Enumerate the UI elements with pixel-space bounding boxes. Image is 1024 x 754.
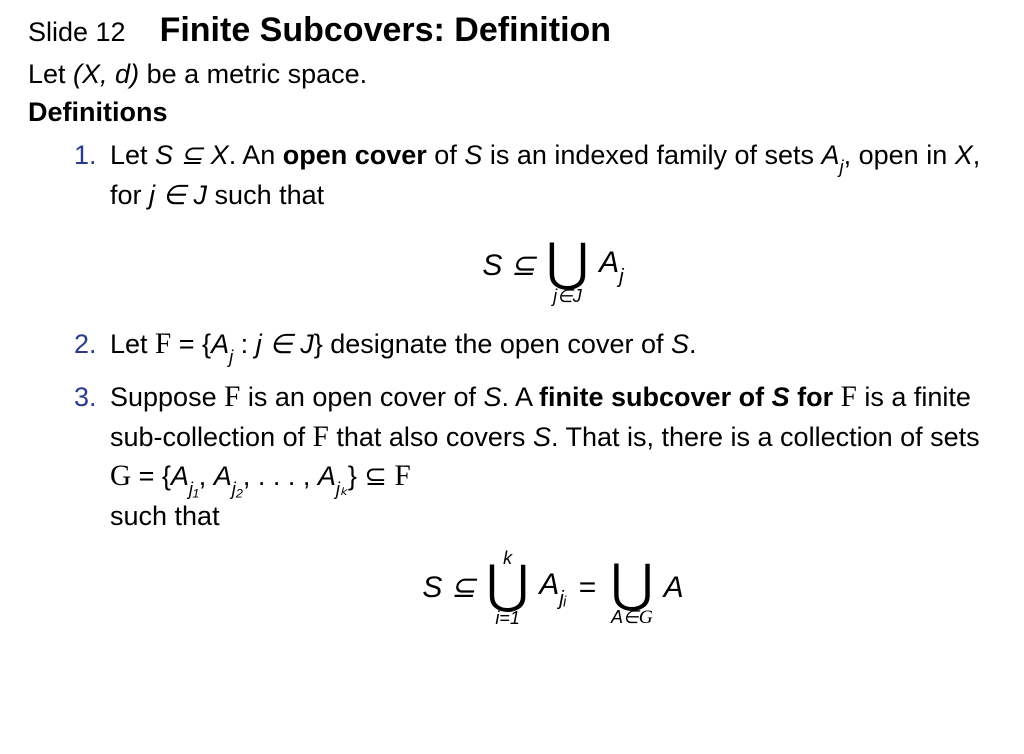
definitions-list: Let S ⊆ X. An open cover of S is an inde… — [28, 137, 996, 628]
intro-rest: be a metric space. — [139, 59, 367, 89]
d1-t3: . An — [229, 140, 283, 170]
d3-i: } ⊆ — [348, 461, 395, 491]
d1-eq-rhs: Aj — [599, 248, 624, 283]
d3-fsub: finite subcover of S — [539, 382, 790, 412]
d2-a: Let — [110, 329, 155, 359]
d3-c: . A — [501, 382, 539, 412]
d3-g: is, there is a collection of sets — [627, 422, 980, 452]
d3-F4: F — [394, 460, 410, 492]
d3-eq-union1: k ⋃ i=1 — [486, 549, 529, 627]
d3-for: for F — [797, 382, 857, 412]
d3-S1: S — [483, 382, 501, 412]
intro-space: (X, d) — [73, 59, 139, 89]
d2-b: = { — [171, 329, 211, 359]
d1-eq-Aj: j — [619, 266, 624, 288]
d3-eq-ji: jᵢ — [559, 588, 566, 610]
d3-A2: A — [214, 461, 232, 491]
d1-t1: Let — [110, 140, 155, 170]
d3-fsub-t: finite subcover of — [539, 382, 772, 412]
d3-eq-lhs: S ⊆ — [422, 573, 475, 603]
d1-eq-union: ⋃ j∈J — [546, 227, 589, 305]
definition-item-1: Let S ⊆ X. An open cover of S is an inde… — [104, 137, 996, 305]
d3-F2: F — [841, 381, 857, 413]
d3-h: = { — [131, 461, 171, 491]
d3-e: that also covers — [329, 422, 533, 452]
d1-X: X — [955, 140, 973, 170]
d1-S: S — [464, 140, 482, 170]
d1-eq-A: A — [599, 246, 619, 279]
d2-Aj: j — [229, 346, 233, 367]
d3-G: G — [110, 460, 131, 492]
d3-a: Suppose — [110, 382, 224, 412]
d1-jJ: j ∈ J — [149, 180, 207, 210]
d1-eq-lhs: S ⊆ — [482, 251, 535, 281]
d2-jJ: j ∈ J — [256, 329, 314, 359]
d1-Aj-j: j — [840, 156, 844, 177]
slide-header: Slide 12 Finite Subcovers: Definition — [28, 8, 996, 54]
d3-for-t: for — [797, 382, 841, 412]
d1-t6: , open in — [844, 140, 955, 170]
d3-Ak: A — [318, 461, 336, 491]
d1-t4: of — [427, 140, 465, 170]
d3-j2: j₂ — [232, 478, 243, 499]
definitions-heading: Definitions — [28, 94, 996, 130]
d3-fsub-S: S — [772, 382, 790, 412]
d1-t8: such that — [207, 180, 324, 210]
d3-S2: S — [533, 422, 551, 452]
d3-s1: , — [199, 461, 214, 491]
d3-equation: S ⊆ k ⋃ i=1 Ajᵢ = ⋃ A∈G A — [110, 548, 996, 627]
d3-eq-union2: ⋃ A∈G — [611, 548, 654, 627]
d2-d: : — [233, 329, 256, 359]
d3-eq-mid: Ajᵢ — [539, 570, 566, 605]
d1-t5: is an indexed family of sets — [482, 140, 821, 170]
d3-A1: A — [171, 461, 189, 491]
d3-jk: jₖ — [336, 478, 348, 499]
slide-container: Slide 12 Finite Subcovers: Definition Le… — [0, 0, 1024, 754]
intro-let: Let — [28, 59, 73, 89]
d3-j1: j₁ — [189, 478, 199, 499]
d2-f: } designate the open cover of — [314, 329, 671, 359]
d3-F3: F — [313, 421, 329, 453]
d1-open-cover: open cover — [283, 140, 427, 170]
d3-eq-G: G — [639, 607, 653, 628]
d2-F: F — [155, 328, 171, 360]
d1-Aj-A: A — [822, 140, 840, 170]
intro-line: Let (X, d) be a metric space. — [28, 56, 996, 92]
d3-eq-cup2: ⋃ — [611, 564, 654, 606]
definition-item-3: Suppose F is an open cover of S. A finit… — [104, 378, 996, 627]
d3-dots: , . . . , — [243, 461, 318, 491]
d2-S: S — [671, 329, 689, 359]
slide-number-label: Slide 12 — [28, 14, 126, 50]
d1-t2: S ⊆ X — [155, 140, 229, 170]
d3-b: is an open cover of — [240, 382, 483, 412]
d1-eq-cup: ⋃ — [546, 243, 589, 285]
d3-F1: F — [224, 381, 240, 413]
d3-such: such that — [110, 501, 220, 531]
d3-f: . That — [551, 422, 627, 452]
d3-eq-eq: = — [579, 573, 597, 603]
d3-eq-A1: A — [539, 568, 559, 601]
d1-equation: S ⊆ ⋃ j∈J Aj — [110, 227, 996, 305]
d3-eq-under2: A∈G — [611, 608, 654, 627]
definition-item-2: Let F = {Aj : j ∈ J} designate the open … — [104, 325, 996, 366]
d3-eq-rhs: A — [664, 573, 684, 603]
d2-A: A — [211, 329, 229, 359]
d2-h: . — [689, 329, 697, 359]
d3-eq-cup1: ⋃ — [486, 565, 529, 607]
slide-title: Finite Subcovers: Definition — [160, 8, 611, 54]
